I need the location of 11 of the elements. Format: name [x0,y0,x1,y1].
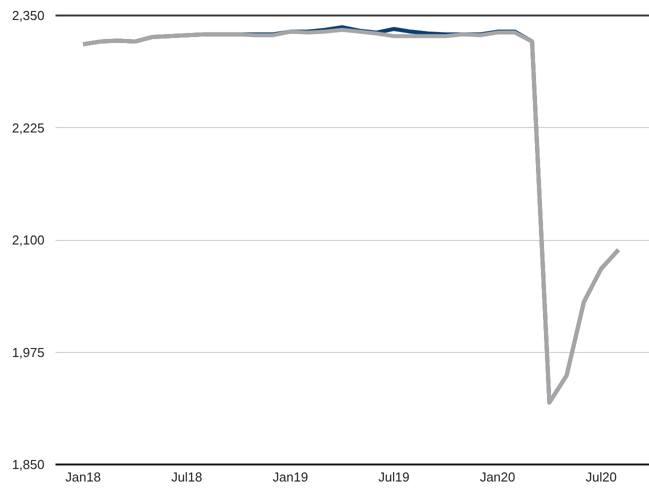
y-tick-label: 1,850 [12,457,45,472]
x-tick-label: Jan19 [272,470,308,484]
y-tick-label: 2,350 [12,8,45,23]
x-tick-label: Jul18 [171,470,202,484]
x-tick-label: Jul19 [378,470,410,484]
y-tick-label: 2,225 [12,120,45,136]
x-tick-label: Jul20 [586,470,617,484]
y-tick-label: 2,100 [12,232,45,248]
x-tick-label: Jan18 [65,470,101,484]
x-tick-label: Jan20 [480,470,516,484]
y-tick-label: 1,975 [12,344,45,360]
